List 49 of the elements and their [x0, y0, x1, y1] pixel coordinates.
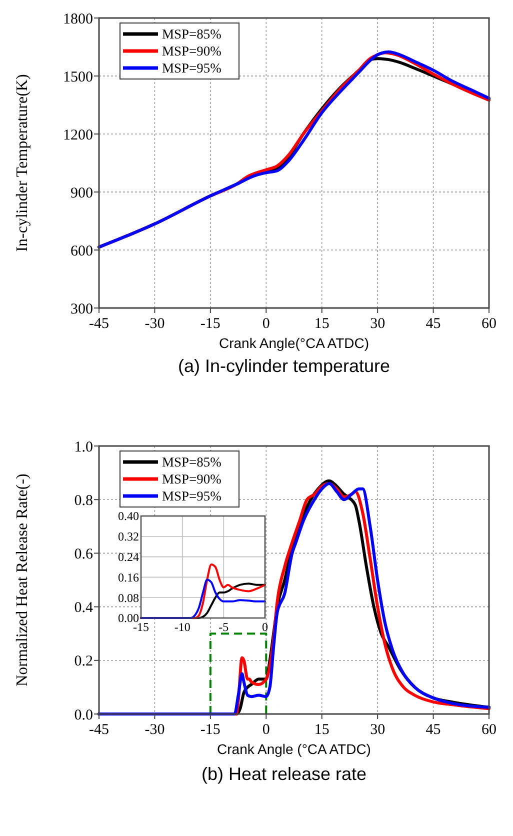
y-tick-label: 1800 [63, 11, 93, 28]
x-tick-label: 15 [314, 316, 330, 332]
text: (a) In-cylinder temperature [178, 356, 390, 376]
y-tick-label: 0.0 [74, 707, 93, 724]
x-axis-title: Crank Angle(°CA ATDC) [218, 335, 370, 351]
legend-label: MSP=85% [162, 454, 222, 470]
legend-label: MSP=90% [162, 472, 222, 487]
text: (b) Heat release rate [201, 764, 367, 784]
y-tick-label: 1.0 [74, 439, 93, 456]
y-tick-label: 1500 [63, 69, 93, 86]
y-tick-label: 0.8 [74, 492, 93, 509]
legend-label: MSP=90% [162, 44, 222, 59]
y-axis-title: In-cylinder Temperature(K) [14, 74, 31, 252]
y-axis-title: Normalized Heat Release Rate(-) [14, 474, 31, 686]
x-tick-label: -10 [174, 620, 190, 634]
y-tick-label: 0.4 [74, 600, 94, 616]
x-axis-title: Crank Angle (°CA ATDC) [217, 741, 371, 757]
legend-label: MSP=95% [162, 60, 222, 76]
x-tick-label: 15 [314, 722, 330, 738]
x-tick-label: 60 [482, 722, 496, 738]
y-tick-label: 900 [70, 185, 93, 202]
x-tick-label: 30 [370, 722, 386, 738]
y-tick-label: 0.08 [118, 590, 139, 605]
y-tick-label: 600 [70, 243, 93, 260]
x-tick-label: 0 [262, 316, 270, 332]
y-tick-label: 0.00 [118, 611, 139, 626]
x-tick-label: -45 [89, 316, 109, 332]
x-tick-label: -30 [144, 722, 165, 738]
x-tick-label: 45 [426, 722, 441, 738]
legend-label: MSP=85% [162, 26, 222, 42]
x-tick-label: 45 [426, 316, 441, 332]
x-tick-label: -5 [218, 620, 229, 634]
x-tick-label: 30 [370, 316, 386, 332]
x-tick-label: 0 [262, 620, 268, 634]
x-tick-label: -30 [144, 316, 165, 332]
y-tick-label: 0.40 [118, 509, 139, 524]
y-tick-label: 0.6 [74, 546, 94, 562]
y-tick-label: 0.16 [118, 570, 139, 584]
legend-label: MSP=95% [162, 488, 222, 504]
x-tick-label: 60 [482, 316, 496, 332]
x-tick-label: -15 [200, 722, 220, 738]
y-tick-label: 300 [70, 301, 93, 318]
y-tick-label: 1200 [63, 127, 93, 144]
x-tick-label: 0 [262, 722, 270, 738]
y-tick-label: 0.2 [74, 654, 93, 670]
x-tick-label: -15 [200, 316, 220, 332]
x-tick-label: -45 [89, 722, 109, 738]
y-tick-label: 0.32 [118, 530, 139, 544]
y-tick-label: 0.24 [118, 550, 139, 564]
